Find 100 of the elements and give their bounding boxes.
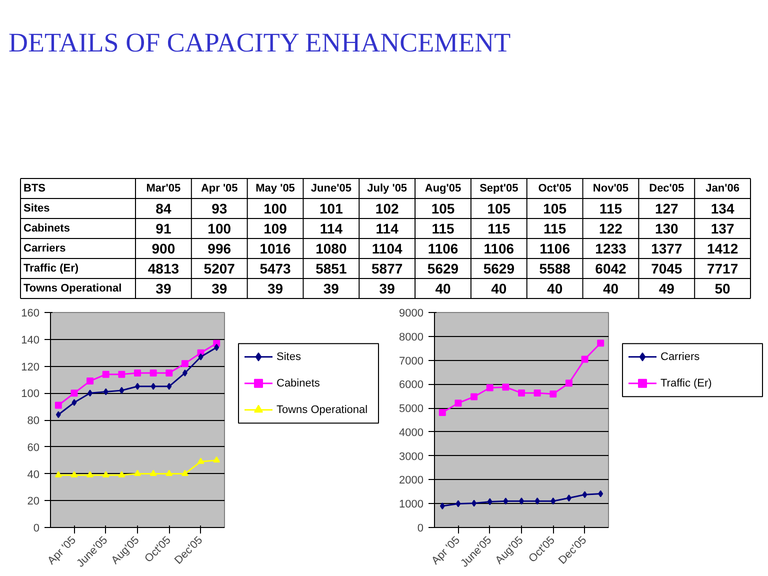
point — [70, 390, 78, 397]
data-label: 5877 — [372, 260, 403, 276]
point — [470, 393, 478, 400]
data-label: 115 — [544, 220, 566, 236]
point — [197, 458, 204, 464]
legend-label: Traffic (Er) — [660, 377, 712, 390]
data-label: 900 — [152, 240, 176, 256]
category-label: June'05 — [310, 182, 352, 194]
point — [487, 498, 492, 506]
text: Traffic (Er) — [24, 262, 79, 274]
point — [598, 490, 604, 498]
data-label: 1104 — [372, 240, 402, 256]
y-tick-label: 120 — [21, 361, 40, 374]
y-tick-label: 40 — [27, 468, 40, 481]
point — [550, 390, 557, 398]
point — [134, 470, 141, 476]
y-tick-label: 0 — [33, 522, 40, 534]
point — [440, 502, 445, 510]
data-label: 91 — [156, 220, 172, 236]
data-label: 84 — [156, 200, 172, 216]
point — [550, 498, 556, 505]
point — [150, 382, 156, 390]
point — [534, 498, 540, 505]
data-label: 7045 — [651, 260, 682, 276]
point — [438, 409, 446, 416]
data-label: 1106 — [484, 240, 514, 256]
y-tick-label: 5000 — [399, 403, 424, 416]
data-label: 39 — [156, 280, 172, 296]
data-label: 5473 — [260, 260, 292, 276]
data-label: 134 — [710, 200, 734, 216]
data-label: 102 — [375, 200, 399, 216]
legend-label: Carriers — [660, 350, 700, 363]
data-label: 39 — [379, 280, 396, 296]
data-label: 93 — [212, 200, 228, 216]
y-tick-label: 3000 — [399, 450, 424, 463]
data-label: 40 — [491, 280, 507, 296]
point — [118, 471, 126, 478]
point — [566, 494, 572, 502]
point — [581, 356, 588, 363]
point — [86, 471, 94, 478]
point — [518, 390, 525, 397]
y-tick-label: 100 — [21, 388, 40, 400]
data-label: 39 — [212, 280, 228, 296]
point — [70, 471, 78, 478]
point — [534, 390, 541, 397]
data-label: 5207 — [204, 260, 236, 276]
category-label: Dec'05 — [649, 182, 684, 194]
x-tick-label: Apr '05 — [46, 534, 78, 568]
y-tick-label: 7000 — [399, 355, 424, 368]
y-tick-label: 2000 — [399, 474, 424, 487]
data-label: 1080 — [316, 240, 347, 256]
y-tick-label: 20 — [27, 496, 40, 508]
legend-label: Sites — [276, 350, 302, 363]
data-label: 5588 — [539, 260, 571, 276]
data-label: 115 — [432, 220, 455, 236]
text: Sites — [24, 202, 50, 214]
point — [54, 471, 62, 478]
point — [119, 386, 124, 394]
data-label: 1106 — [540, 240, 570, 256]
point — [597, 340, 604, 347]
data-label: 100 — [264, 200, 288, 216]
data-label: 5851 — [316, 260, 347, 276]
point — [134, 369, 141, 376]
data-label: 40 — [602, 280, 619, 296]
data-label: 100 — [208, 220, 232, 236]
data-label: 1106 — [428, 240, 458, 256]
data-label: 105 — [487, 200, 511, 216]
legend-label: Towns Operational — [276, 404, 368, 416]
category-label: Mar'05 — [146, 182, 181, 194]
point — [503, 498, 508, 505]
point — [166, 369, 173, 376]
data-label: 7717 — [706, 260, 738, 276]
data-label: 109 — [264, 220, 288, 236]
point — [181, 360, 188, 368]
y-tick-label: 140 — [21, 334, 40, 346]
data-label: 127 — [654, 200, 679, 216]
category-label: Nov'05 — [592, 182, 629, 194]
point — [213, 456, 220, 463]
text: Towns Operational — [24, 282, 122, 294]
point — [166, 382, 172, 390]
point — [182, 369, 188, 376]
data-label: 5629 — [427, 260, 459, 276]
point — [103, 388, 108, 396]
data-label: 39 — [323, 280, 340, 296]
data-label: 130 — [654, 220, 679, 236]
y-tick-label: 4000 — [399, 426, 424, 439]
category-label: July '05 — [367, 182, 408, 194]
point — [472, 500, 477, 507]
point — [502, 384, 510, 391]
text: Cabinets — [24, 222, 70, 234]
data-label: 4813 — [148, 260, 180, 276]
y-tick-label: 80 — [27, 415, 40, 427]
data-label: 40 — [435, 280, 451, 296]
data-label: 49 — [658, 280, 675, 296]
y-tick-label: 1000 — [399, 498, 424, 511]
y-tick-label: 160 — [21, 308, 40, 320]
data-label: 1412 — [706, 240, 738, 256]
category-label: Aug'05 — [424, 182, 462, 194]
y-tick-label: 60 — [27, 442, 40, 454]
data-label: 105 — [431, 200, 455, 216]
